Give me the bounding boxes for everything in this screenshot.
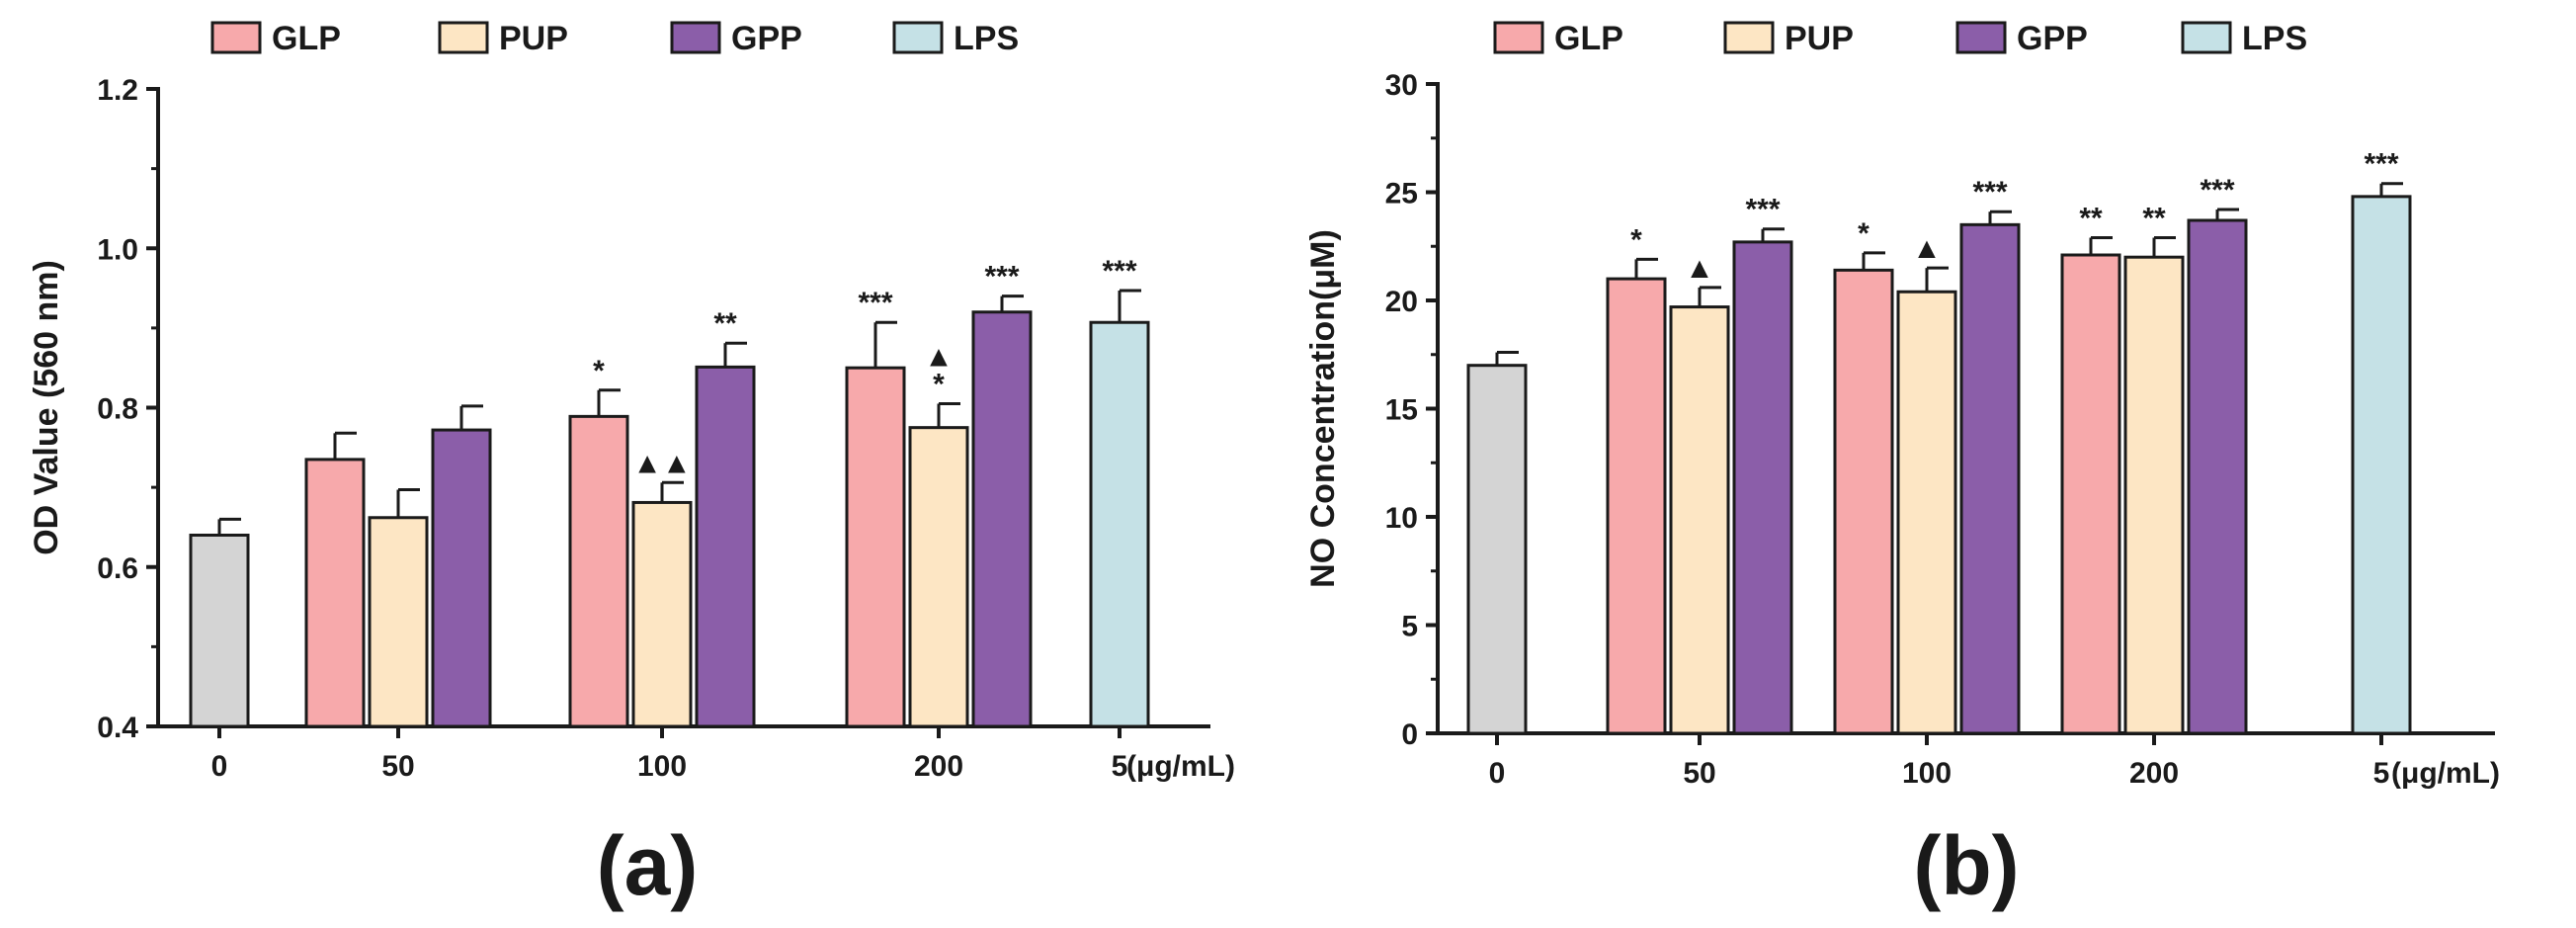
y-tick-label: 0.8	[97, 393, 138, 426]
bar-glp-200	[2060, 253, 2121, 735]
bar-glp-100	[568, 414, 629, 728]
y-axis-label-a: OD Value (560 nm)	[28, 260, 65, 555]
significance-mark: *	[933, 368, 945, 400]
bar-gpp-200	[971, 310, 1033, 728]
significance-mark: ***	[858, 287, 892, 319]
bar-pup-50	[1669, 305, 1730, 735]
legend-swatch-pup	[1723, 21, 1775, 54]
legend-swatch-lps	[892, 21, 944, 54]
bar-gpp-50	[431, 428, 492, 728]
significance-mark: *	[1630, 223, 1642, 256]
bar-pup-100	[631, 500, 693, 728]
y-tick-label: 0.4	[97, 712, 138, 744]
legend-swatch-lps	[2181, 21, 2232, 54]
legend-label-lps: LPS	[2242, 20, 2307, 57]
x-tick-label: 50	[381, 750, 414, 783]
significance-mark: ▲▲	[632, 447, 691, 479]
legend-label-pup: PUP	[1785, 20, 1854, 57]
bar-lps-5	[2351, 195, 2412, 735]
legend-swatch-gpp	[670, 21, 721, 54]
significance-mark: ***	[984, 261, 1019, 294]
significance-mark: *	[593, 355, 605, 387]
legend-b: GLP PUP GPP LPS	[1493, 20, 2307, 57]
y-tick-label: 10	[1385, 502, 1418, 535]
legend-swatch-gpp	[1955, 21, 2007, 54]
bar-gpp-200	[2187, 218, 2248, 735]
bar-control-0	[1466, 364, 1528, 735]
bars-a: *▲▲******▲*** ***	[189, 255, 1150, 728]
significance-mark: ***	[1102, 255, 1136, 288]
significance-mark: ▲	[924, 340, 954, 373]
bar-pup-100	[1896, 290, 1957, 735]
legend-swatch-glp	[1493, 21, 1544, 54]
legend-label-pup: PUP	[499, 20, 568, 57]
x-tick-label: 200	[914, 750, 963, 783]
legend-label-gpp: GPP	[2017, 20, 2088, 57]
x-tick-label: 5	[1112, 750, 1128, 783]
bar-glp-50	[1606, 277, 1667, 735]
bar-glp-200	[845, 366, 906, 728]
bar-gpp-100	[1959, 222, 2021, 735]
bar-lps-5	[1089, 320, 1150, 728]
significance-mark: ***	[2200, 174, 2234, 207]
significance-mark: ***	[1972, 176, 2007, 209]
legend-label-lps: LPS	[954, 20, 1019, 57]
legend-swatch-glp	[210, 21, 262, 54]
x-unit-label-a: (μg/mL)	[1126, 750, 1235, 783]
y-tick-label: 15	[1385, 394, 1418, 427]
y-tick-label: 5	[1401, 611, 1418, 643]
legend-label-glp: GLP	[1554, 20, 1623, 57]
significance-mark: **	[713, 307, 737, 340]
legend-label-glp: GLP	[272, 20, 341, 57]
x-tick-label: 5	[2373, 757, 2390, 790]
bar-gpp-50	[1732, 240, 1793, 735]
panel-label-b: (b)	[1913, 819, 2019, 912]
legend-label-gpp: GPP	[731, 20, 802, 57]
bar-control-0	[189, 534, 250, 728]
significance-mark: ***	[1745, 194, 1780, 226]
x-tick-label: 50	[1683, 757, 1715, 790]
significance-mark: *	[1858, 217, 1870, 250]
x-tick-label: 200	[2129, 757, 2179, 790]
bars-b: *▲**** ▲***** ********	[1466, 148, 2412, 735]
significance-mark: ***	[2364, 148, 2398, 181]
bar-gpp-100	[695, 365, 756, 728]
x-tick-label: 0	[1489, 757, 1506, 790]
x-tick-label: 100	[637, 750, 687, 783]
y-tick-label: 1.2	[97, 74, 138, 107]
legend-swatch-pup	[438, 21, 489, 54]
bar-pup-200	[908, 426, 969, 728]
x-tick-label: 100	[1902, 757, 1952, 790]
significance-mark: **	[2142, 202, 2166, 234]
panel-a: GLP PUP GPP LPS 0.4 0.6 0.8 1.0 1.2 0 50 100 200 5 *…	[28, 20, 1235, 912]
legend-a: GLP PUP GPP LPS	[210, 20, 1019, 57]
significance-mark: ▲	[1685, 252, 1714, 285]
panel-label-a: (a)	[597, 819, 699, 912]
significance-mark: ▲	[1912, 232, 1942, 265]
y-axis-label-b: NO Concentration(μM)	[1304, 229, 1342, 588]
bar-glp-100	[1833, 268, 1894, 735]
y-tick-label: 0	[1401, 718, 1418, 751]
y-tick-label: 20	[1385, 286, 1418, 318]
y-tick-label: 0.6	[97, 552, 138, 585]
bar-pup-200	[2123, 255, 2185, 735]
y-tick-label: 30	[1385, 69, 1418, 102]
x-unit-label-b: (μg/mL)	[2391, 757, 2500, 790]
bar-pup-50	[368, 516, 429, 728]
y-tick-label: 25	[1385, 178, 1418, 211]
x-tick-label: 0	[211, 750, 228, 783]
y-tick-label: 1.0	[97, 233, 138, 266]
bar-glp-50	[304, 458, 366, 728]
significance-mark: **	[2079, 202, 2103, 234]
